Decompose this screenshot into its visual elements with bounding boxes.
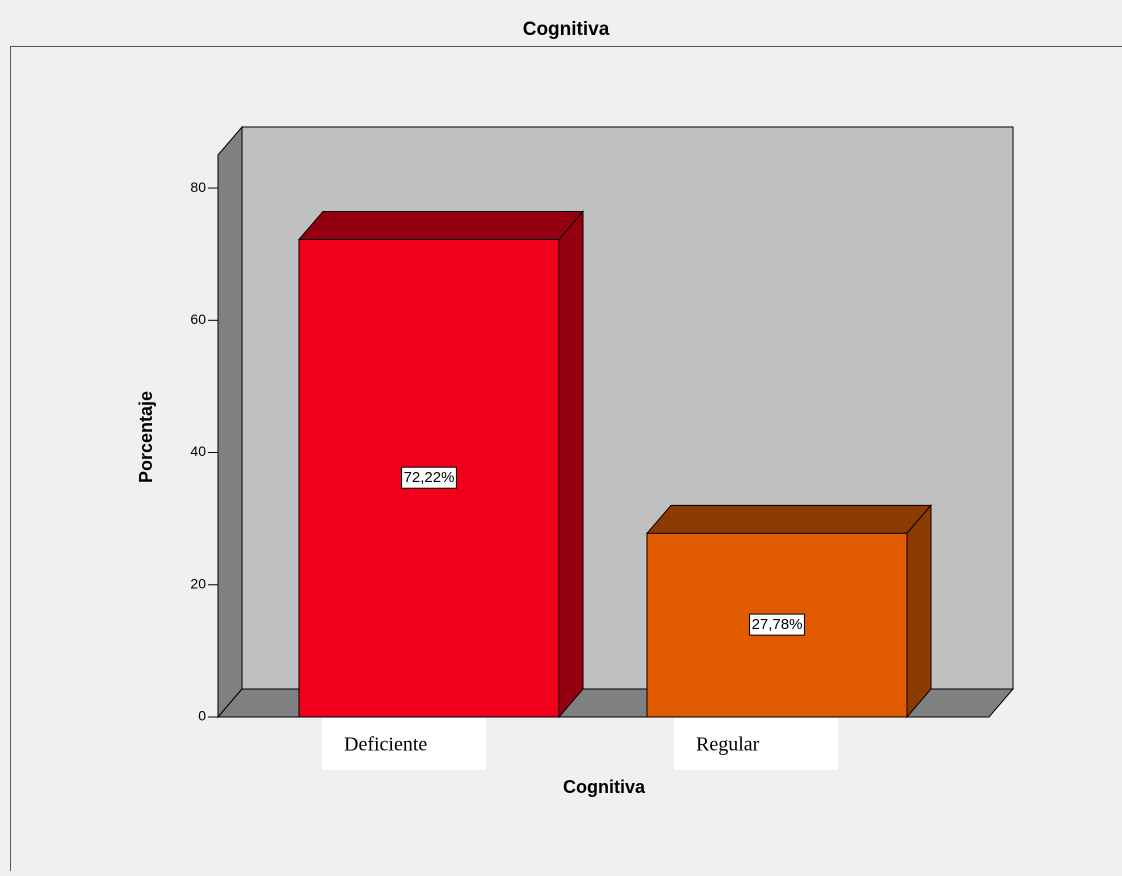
y-tick-label: 0 bbox=[198, 708, 206, 724]
y-tick-label: 80 bbox=[190, 179, 206, 195]
chart-title: Cognitiva bbox=[523, 19, 610, 40]
x-tick-label: Regular bbox=[696, 734, 760, 756]
y-axis-label: Porcentaje bbox=[136, 391, 156, 483]
side-wall bbox=[218, 127, 242, 717]
value-label: 27,78% bbox=[752, 616, 803, 633]
bar-side bbox=[907, 505, 931, 717]
y-tick-label: 40 bbox=[190, 443, 206, 459]
bar-top bbox=[299, 211, 583, 239]
bar-top bbox=[647, 505, 931, 533]
y-tick-label: 60 bbox=[190, 311, 206, 327]
value-label: 72,22% bbox=[404, 469, 455, 486]
x-tick-label: Deficiente bbox=[344, 734, 427, 756]
bar-side bbox=[559, 211, 583, 717]
y-tick-label: 20 bbox=[190, 575, 206, 591]
x-axis-label: Cognitiva bbox=[563, 777, 646, 797]
